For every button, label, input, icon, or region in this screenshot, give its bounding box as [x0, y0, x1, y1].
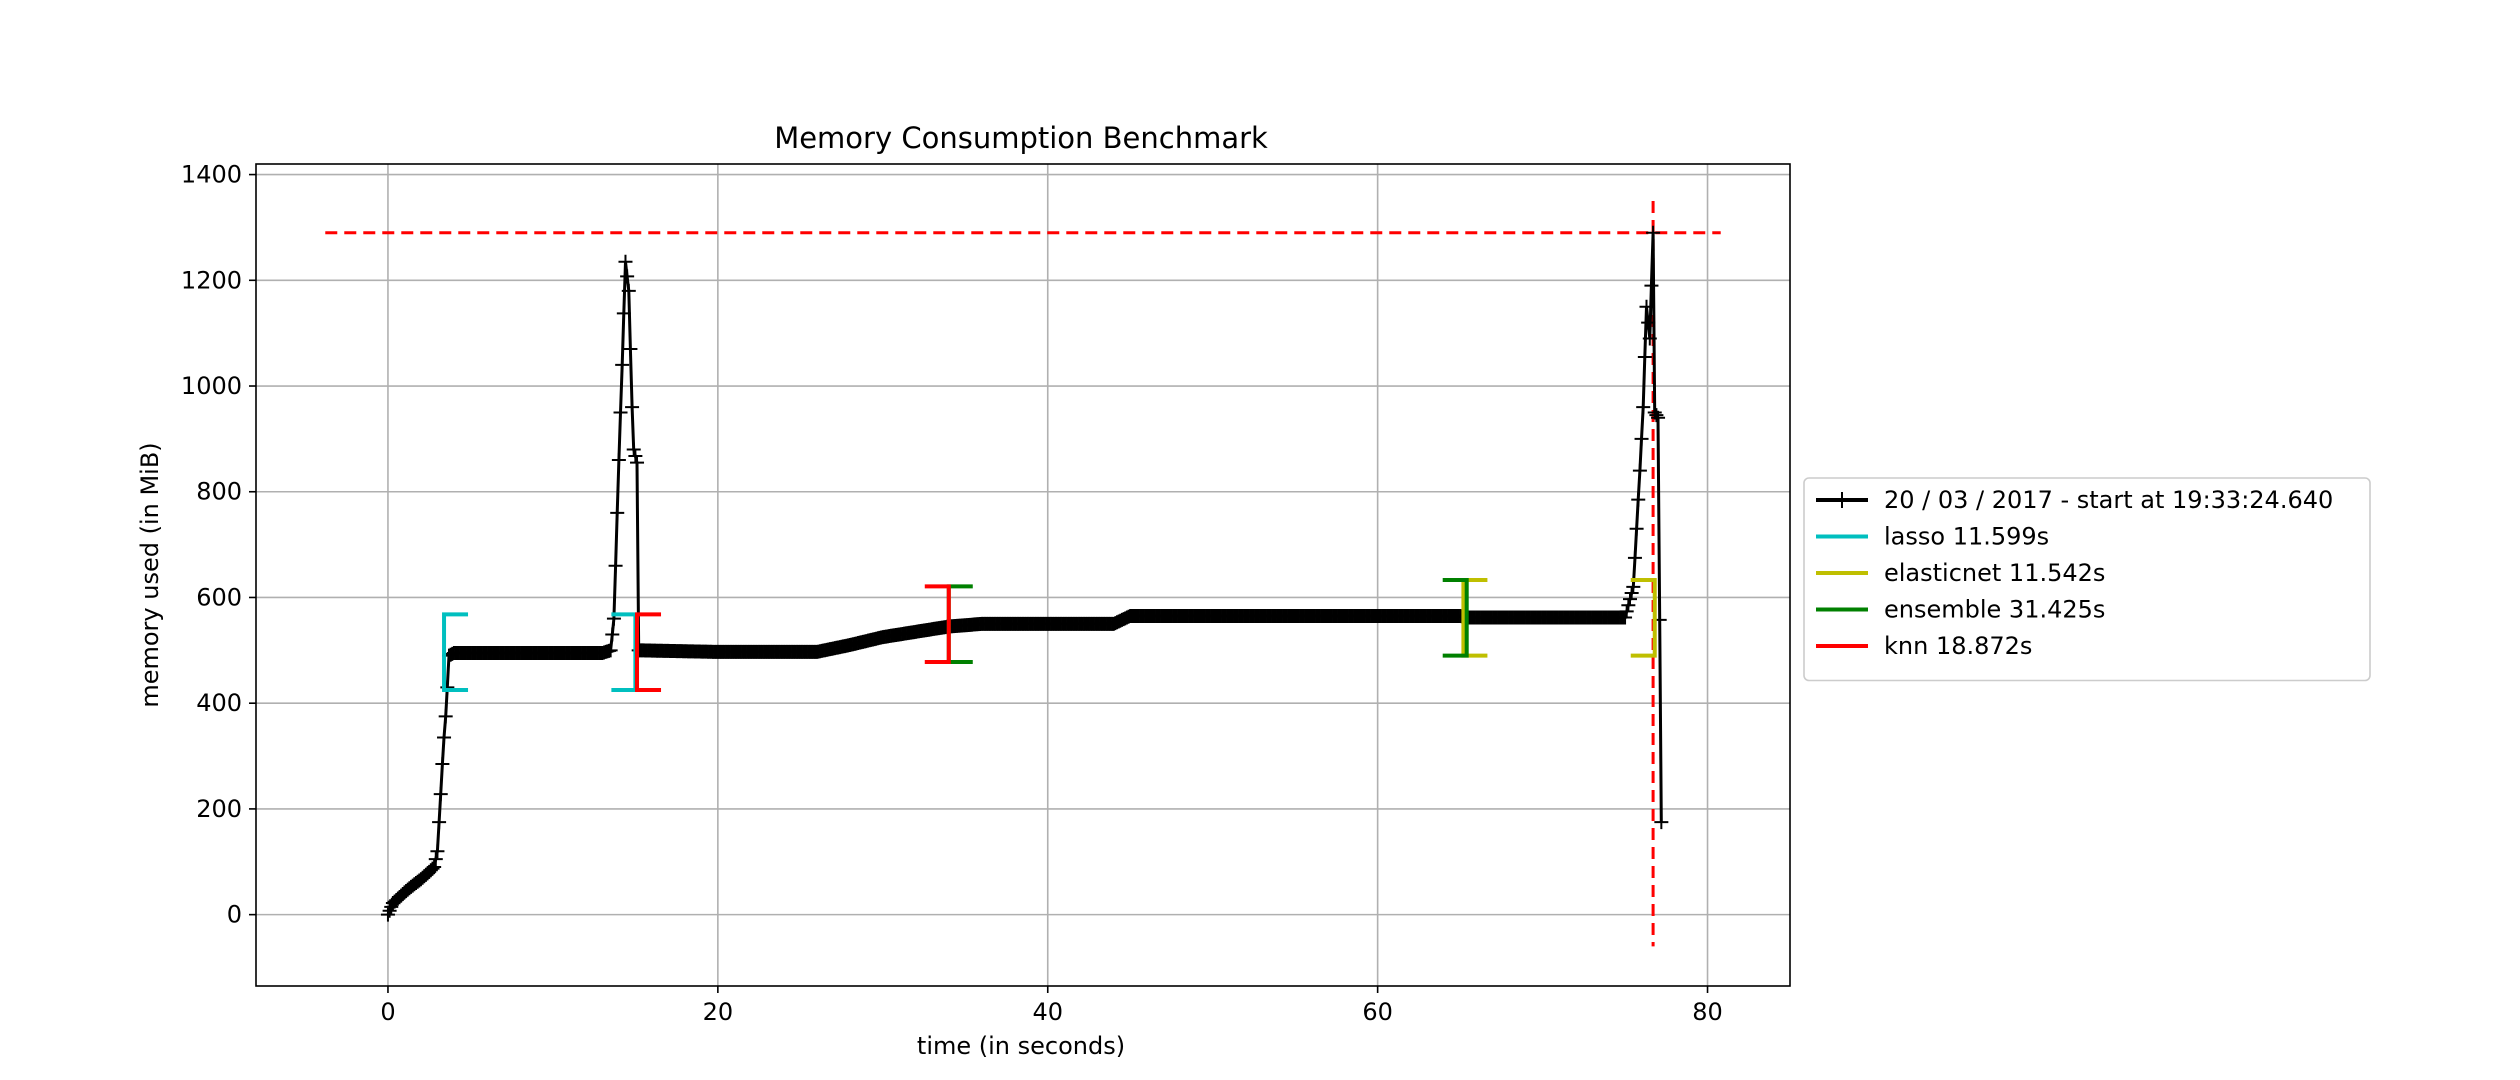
x-tick-label: 40 [1032, 998, 1063, 1026]
data-point [628, 449, 643, 464]
data-point [1624, 586, 1639, 601]
data-point [623, 342, 638, 357]
data-point [625, 400, 640, 415]
x-tick-label: 80 [1692, 998, 1723, 1026]
data-point [1646, 225, 1661, 240]
data-point [608, 558, 623, 573]
data-point [618, 254, 633, 269]
data-point [1641, 315, 1656, 330]
legend-label: elasticnet 11.542s [1884, 559, 2105, 587]
legend: 20 / 03 / 2017 - start at 19:33:24.640 la… [1803, 477, 2371, 682]
plot-area [325, 201, 1721, 947]
data-point [621, 283, 636, 298]
y-tick-label: 600 [196, 583, 242, 611]
data-point [428, 852, 443, 867]
data-point [1637, 349, 1652, 364]
data-point [438, 709, 453, 724]
function-bracket [635, 584, 951, 692]
legend-label: lasso 11.599s [1884, 523, 2049, 551]
memory-series-line [386, 232, 1663, 916]
legend-label: ensemble 31.425s [1884, 596, 2105, 624]
y-tick-label: 1200 [181, 266, 242, 294]
data-point [615, 357, 630, 372]
y-tick-label: 400 [196, 689, 242, 717]
plot-frame [255, 163, 1791, 987]
data-point [1636, 400, 1651, 415]
data-point [427, 860, 442, 875]
function-bracket [1461, 578, 1657, 658]
bracket-start [1461, 578, 1488, 658]
data-point [430, 844, 445, 859]
data-point [603, 643, 618, 658]
data-point [1626, 579, 1641, 594]
bracket-end [924, 584, 951, 664]
x-tick-label: 20 [703, 998, 734, 1026]
y-tick-label: 800 [196, 478, 242, 506]
data-point [1618, 610, 1633, 625]
data-point [1651, 410, 1666, 425]
legend-marker [1835, 492, 1849, 508]
data-point [435, 756, 450, 771]
x-axis-label: time (in seconds) [917, 1032, 1125, 1060]
data-point [610, 505, 625, 520]
y-tick-label: 200 [196, 795, 242, 823]
bracket-end [1442, 578, 1469, 658]
data-point [1642, 331, 1657, 346]
y-axis-label: memory used (in MiB) [136, 442, 164, 707]
x-tick-label: 0 [380, 998, 395, 1026]
data-point [1634, 431, 1649, 446]
data-point [1632, 463, 1647, 478]
data-point [1621, 598, 1636, 613]
data-point [425, 861, 440, 876]
data-point [1619, 604, 1634, 619]
data-point [1629, 521, 1644, 536]
y-tick-label: 0 [227, 901, 242, 929]
data-point [605, 627, 620, 642]
chart-title: Memory Consumption Benchmark [774, 121, 1268, 155]
data-point [432, 815, 447, 830]
bracket-end [1630, 578, 1657, 658]
data-point [1639, 299, 1654, 314]
memory-series-markers [380, 225, 1669, 922]
data-point [1627, 550, 1642, 565]
data-point [630, 455, 645, 470]
legend-box [1803, 477, 2371, 682]
data-point [1631, 492, 1646, 507]
data-point [611, 453, 626, 468]
data-point [613, 405, 628, 420]
bracket-end [611, 612, 638, 692]
data-point [1644, 278, 1659, 293]
grid [256, 164, 1790, 986]
data-point [423, 863, 438, 878]
legend-label: 20 / 03 / 2017 - start at 19:33:24.640 [1884, 486, 2333, 514]
data-point [616, 306, 631, 321]
data-point [1654, 815, 1669, 830]
bracket-start [635, 612, 662, 692]
data-point [1623, 592, 1637, 607]
data-point [626, 442, 641, 457]
legend-label: knn 18.872s [1884, 632, 2032, 660]
data-point [433, 787, 448, 802]
x-tick-label: 60 [1362, 998, 1393, 1026]
data-point [620, 269, 635, 284]
bracket-start [442, 612, 469, 692]
data-point [437, 730, 452, 745]
y-tick-label: 1000 [181, 372, 242, 400]
data-point [1649, 408, 1664, 423]
y-tick-label: 1400 [181, 161, 242, 189]
